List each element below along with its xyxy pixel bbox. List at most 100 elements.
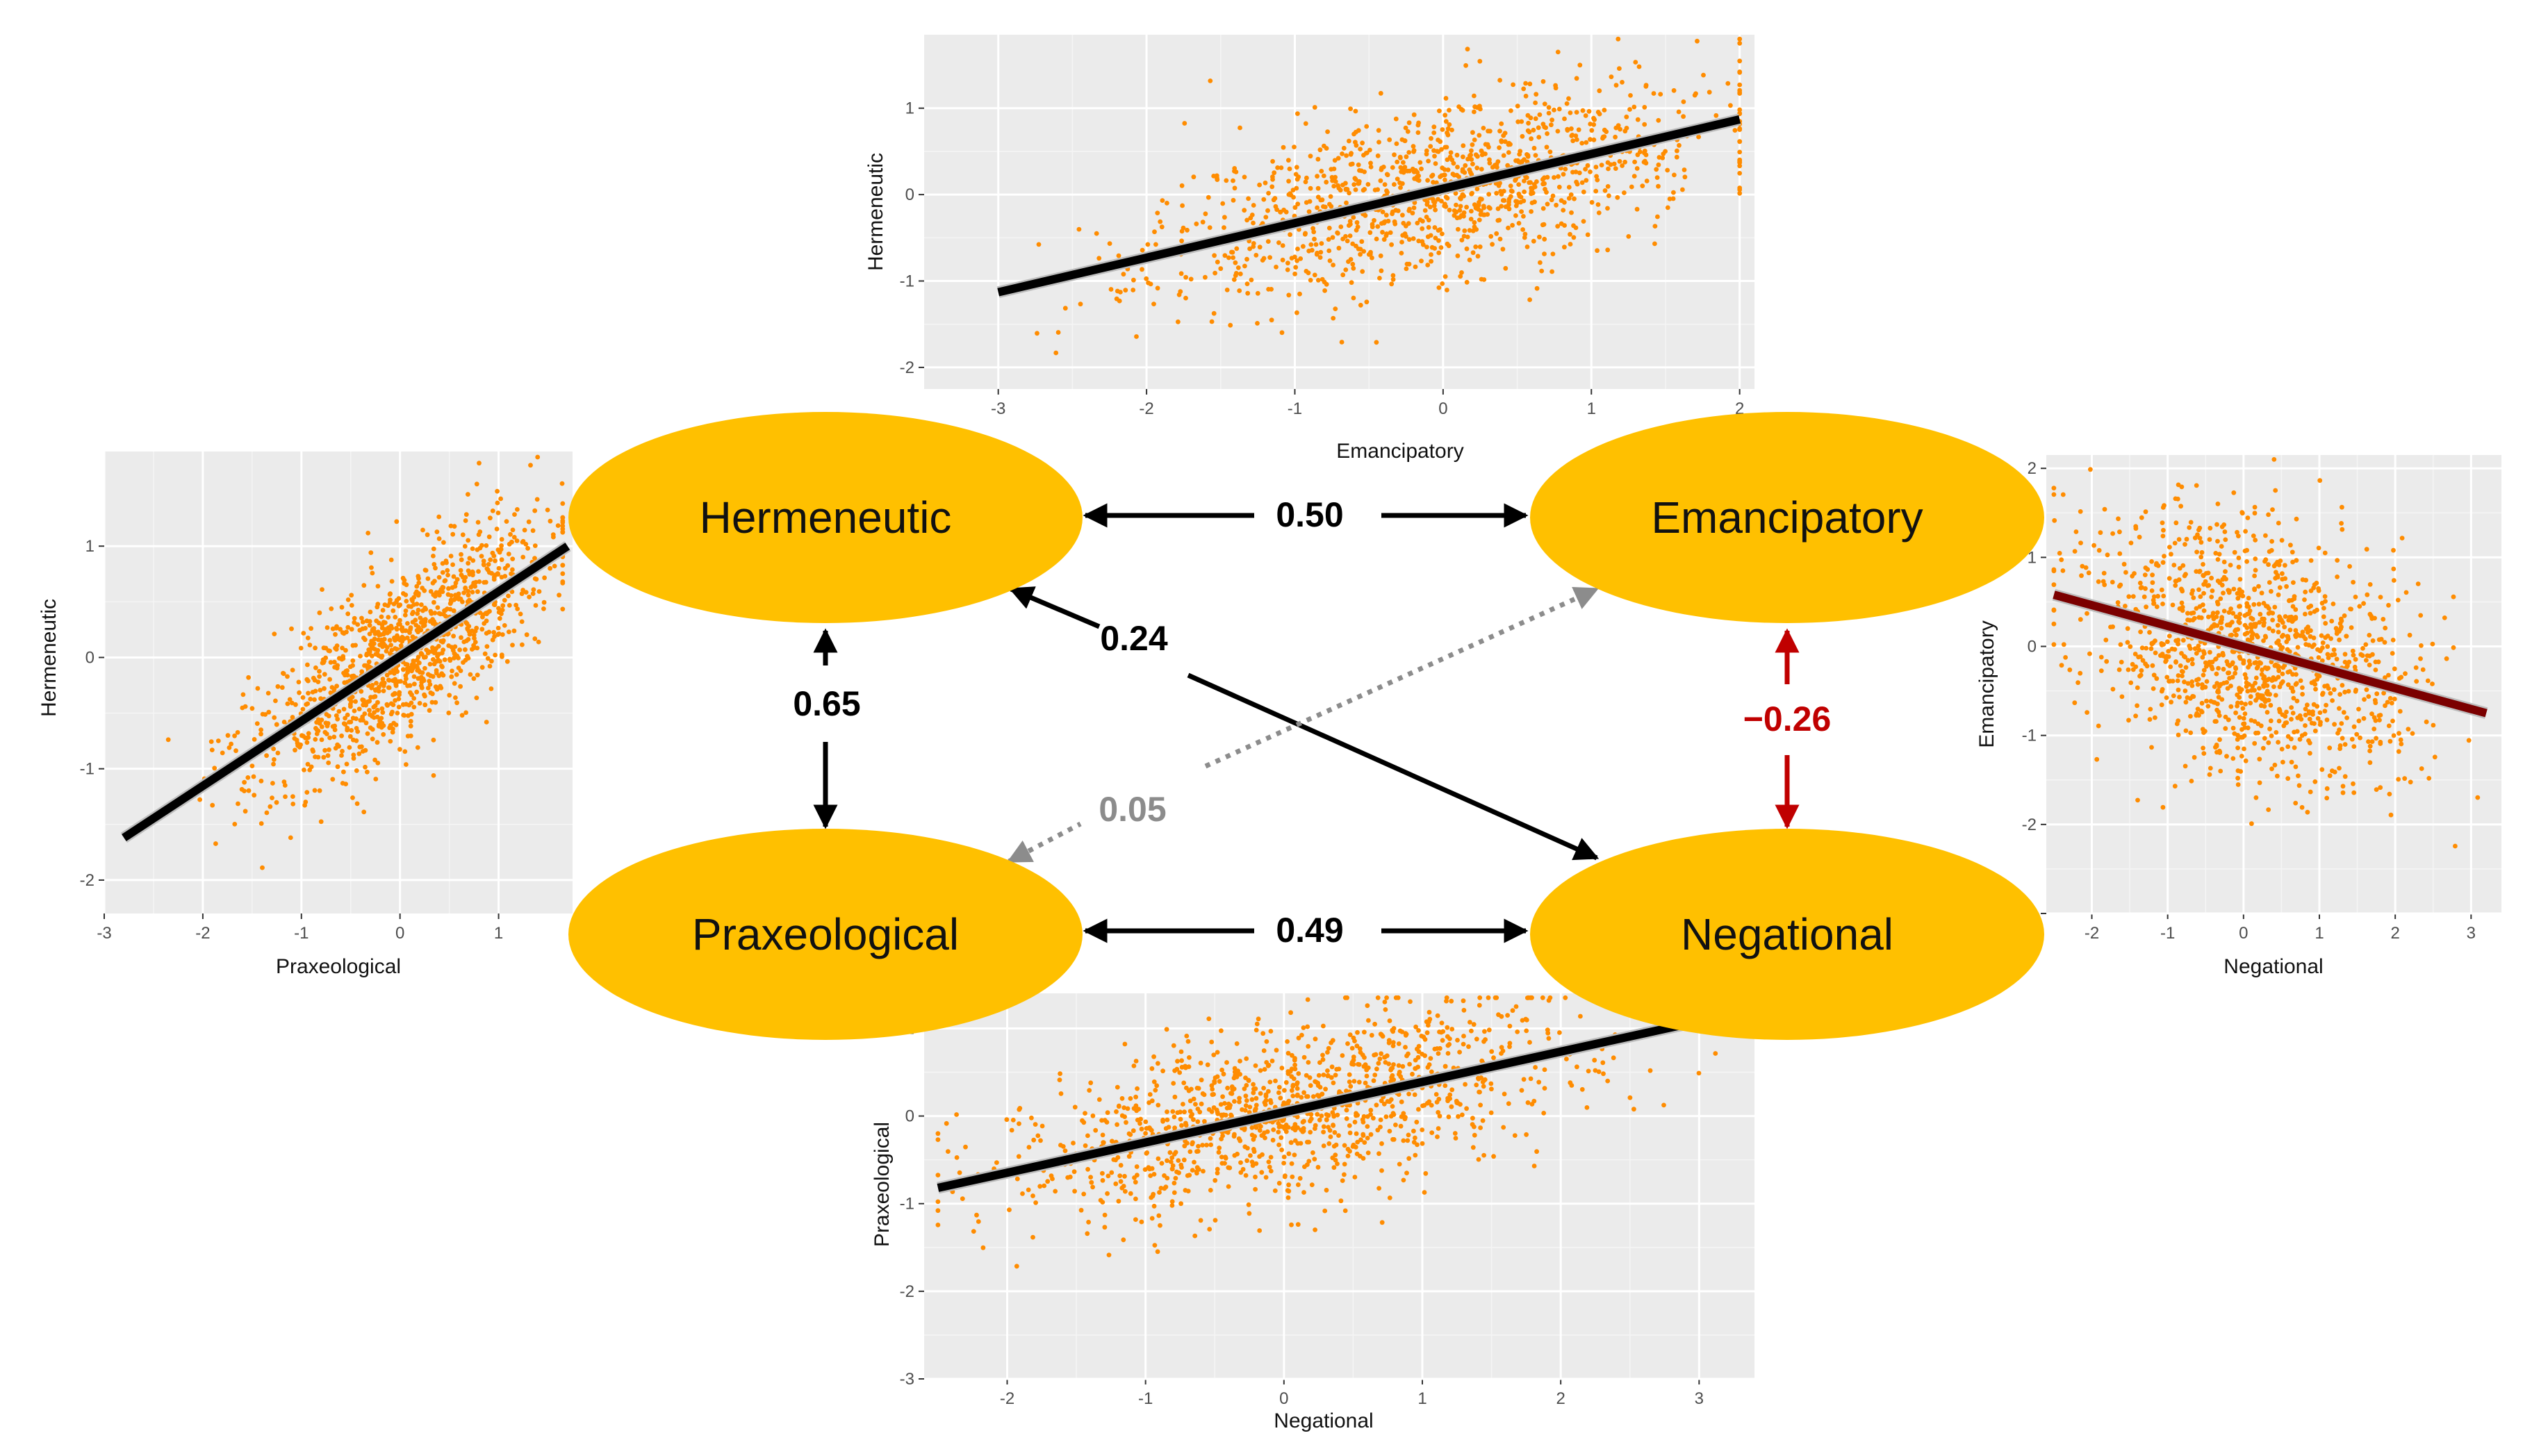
- data-point: [1505, 1013, 1511, 1018]
- data-point: [1305, 1162, 1310, 1167]
- data-point: [2262, 620, 2267, 625]
- data-point: [2201, 590, 2207, 596]
- data-point: [1294, 258, 1299, 263]
- data-point: [2273, 693, 2278, 698]
- data-point: [1522, 231, 1528, 237]
- y-tick-label: 0: [905, 1107, 914, 1126]
- data-point: [1513, 203, 1519, 208]
- data-point: [2159, 587, 2164, 593]
- data-point: [1276, 1084, 1282, 1090]
- data-point: [2342, 613, 2347, 618]
- data-point: [1563, 995, 1568, 1000]
- data-point: [2147, 629, 2152, 635]
- data-point: [1429, 1102, 1434, 1108]
- data-point: [1212, 1218, 1218, 1223]
- data-point: [318, 819, 324, 825]
- data-point: [2293, 681, 2299, 687]
- data-point: [1422, 1190, 1427, 1195]
- data-point: [519, 591, 525, 597]
- data-point: [1379, 1220, 1385, 1225]
- data-point: [1613, 134, 1618, 140]
- data-point: [236, 801, 240, 806]
- x-tick-label: 3: [2467, 924, 2476, 943]
- data-point: [1179, 183, 1185, 188]
- data-point: [407, 683, 413, 688]
- data-point: [1335, 1161, 1340, 1166]
- data-point: [1357, 1046, 1363, 1052]
- data-point: [1110, 1139, 1115, 1144]
- data-point: [2130, 574, 2135, 579]
- data-point: [1604, 129, 1609, 135]
- data-point: [324, 712, 329, 717]
- data-point: [2241, 715, 2246, 721]
- data-point: [960, 1196, 965, 1201]
- data-point: [260, 865, 265, 870]
- data-point: [1577, 170, 1582, 176]
- data-point: [2432, 754, 2438, 760]
- data-point: [2283, 563, 2287, 568]
- data-point: [1172, 1190, 1177, 1196]
- data-point: [2305, 629, 2310, 635]
- data-point: [2154, 604, 2160, 609]
- data-point: [1483, 142, 1488, 147]
- data-point: [1497, 236, 1503, 242]
- data-point: [2144, 663, 2150, 669]
- data-point: [281, 779, 287, 784]
- data-point: [2249, 821, 2254, 827]
- data-point: [1276, 1120, 1281, 1126]
- data-point: [242, 809, 248, 814]
- data-point: [1401, 168, 1406, 174]
- data-point: [1232, 185, 1238, 191]
- data-point: [1281, 1161, 1286, 1166]
- y-tick-label: 1: [85, 537, 94, 556]
- data-point: [1533, 1065, 1538, 1070]
- data-point: [1156, 1213, 1162, 1218]
- data-point: [2175, 678, 2180, 684]
- data-point: [2192, 646, 2198, 652]
- data-point: [1613, 125, 1619, 131]
- data-point: [486, 534, 492, 540]
- data-point: [1506, 225, 1511, 231]
- data-point: [1452, 1131, 1458, 1136]
- data-point: [1172, 1125, 1177, 1130]
- data-point: [1342, 1161, 1347, 1167]
- data-point: [420, 608, 425, 613]
- data-point: [1737, 190, 1743, 196]
- data-point: [2300, 692, 2305, 697]
- data-point: [1399, 251, 1404, 256]
- data-point: [210, 802, 215, 808]
- data-point: [2237, 620, 2242, 625]
- data-point: [2288, 543, 2293, 548]
- data-point: [2184, 536, 2189, 542]
- data-point: [2226, 610, 2232, 615]
- data-point: [1244, 256, 1249, 262]
- data-point: [1518, 199, 1523, 205]
- data-point: [1385, 172, 1390, 178]
- data-point: [1368, 160, 1373, 166]
- data-point: [1313, 1079, 1319, 1085]
- data-point: [2330, 698, 2335, 703]
- data-point: [1356, 128, 1361, 133]
- data-point: [2341, 710, 2346, 715]
- data-point: [349, 728, 354, 733]
- data-point: [2284, 584, 2290, 589]
- data-point: [452, 584, 458, 589]
- data-point: [373, 777, 379, 781]
- data-point: [1379, 1168, 1384, 1173]
- data-point: [436, 574, 442, 580]
- data-point: [266, 709, 272, 715]
- data-point: [1654, 167, 1659, 172]
- data-point: [197, 797, 202, 802]
- data-point: [327, 677, 332, 682]
- data-point: [1344, 200, 1349, 206]
- data-point: [1627, 107, 1632, 112]
- plot-panel: [924, 993, 1754, 1379]
- data-point: [2215, 502, 2221, 506]
- data-point: [2364, 547, 2369, 552]
- data-point: [344, 761, 350, 767]
- data-point: [430, 674, 436, 679]
- data-point: [1220, 201, 1226, 206]
- data-point: [270, 781, 275, 786]
- data-point: [2148, 706, 2153, 712]
- data-point: [1640, 183, 1645, 188]
